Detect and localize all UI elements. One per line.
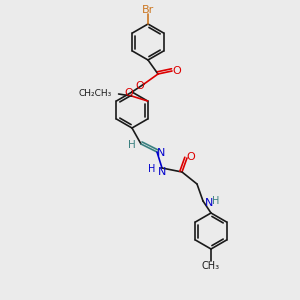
Text: O: O [124,88,133,98]
Text: H: H [212,196,219,206]
Text: CH₂CH₃: CH₂CH₃ [78,88,112,98]
Text: N: N [158,167,166,177]
Text: H: H [148,164,155,174]
Text: H: H [128,140,136,150]
Text: N: N [157,148,165,158]
Text: CH₃: CH₃ [202,261,220,271]
Text: O: O [187,152,195,162]
Text: O: O [172,66,182,76]
Text: O: O [136,81,144,91]
Text: Br: Br [142,5,154,15]
Text: N: N [205,198,213,208]
